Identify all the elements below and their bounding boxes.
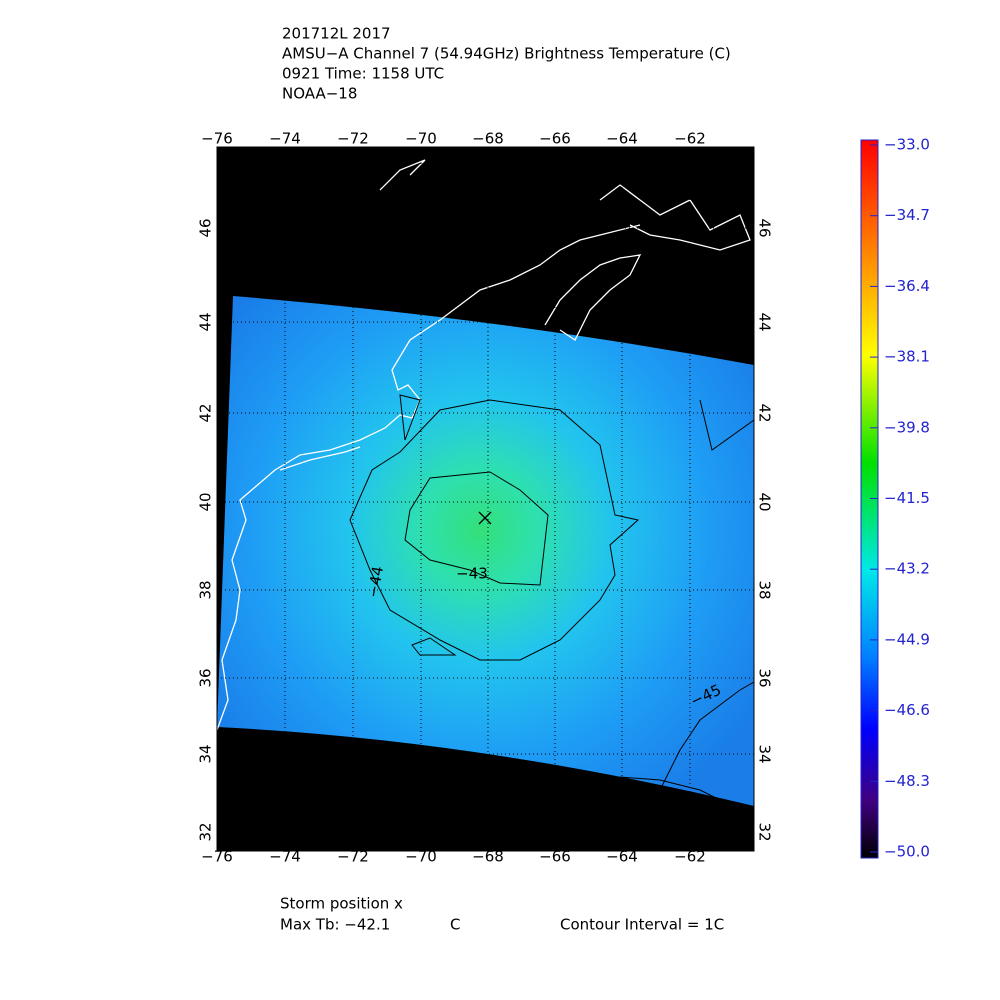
map-axes: −76 −76 −74 −74 −72 −72 −70 −70 −68 −68 −66 −66 −64 −… bbox=[197, 130, 774, 866]
graticule bbox=[217, 147, 754, 851]
colorbar-label: −41.5 bbox=[884, 489, 930, 507]
lon-label: −64 bbox=[606, 130, 638, 148]
header-line: 0921 Time: 1158 UTC bbox=[282, 65, 444, 83]
lat-label: 42 bbox=[197, 403, 215, 422]
lon-label: −74 bbox=[269, 848, 301, 866]
lat-label: 40 bbox=[756, 492, 774, 511]
lat-label: 34 bbox=[756, 744, 774, 763]
lon-label: −62 bbox=[674, 848, 706, 866]
max-tb-unit: C bbox=[450, 916, 460, 934]
lon-label: −72 bbox=[337, 848, 369, 866]
header-line: 201712L 2017 bbox=[282, 25, 391, 43]
header-line: AMSU−A Channel 7 (54.94GHz) Brightness T… bbox=[282, 45, 731, 63]
lat-label: 38 bbox=[197, 580, 215, 599]
lon-label: −76 bbox=[201, 130, 233, 148]
colorbar-label: −44.9 bbox=[884, 630, 930, 648]
max-tb: Max Tb: −42.1 bbox=[280, 916, 390, 934]
lat-label: 36 bbox=[756, 668, 774, 687]
lon-label: −66 bbox=[539, 130, 571, 148]
lon-label: −68 bbox=[472, 130, 504, 148]
lon-label: −66 bbox=[539, 848, 571, 866]
map bbox=[217, 147, 754, 851]
lat-label: 44 bbox=[197, 312, 215, 331]
lat-label: 32 bbox=[197, 822, 215, 841]
lon-label: −70 bbox=[405, 130, 437, 148]
contour-interval: Contour Interval = 1C bbox=[560, 916, 724, 934]
footer: Storm position x Max Tb: −42.1 C Contour… bbox=[280, 895, 724, 934]
lat-label: 42 bbox=[756, 403, 774, 422]
lon-label: −74 bbox=[269, 130, 301, 148]
map-frame bbox=[216, 146, 755, 852]
lon-label: −72 bbox=[337, 130, 369, 148]
contour-label: −44 bbox=[364, 565, 387, 599]
lat-label: 46 bbox=[197, 218, 215, 237]
colorbar-label: −34.7 bbox=[884, 206, 930, 224]
contours bbox=[349, 394, 754, 801]
lat-label: 36 bbox=[197, 668, 215, 687]
colorbar-label: −46.6 bbox=[884, 701, 930, 719]
header: 201712L 2017 AMSU−A Channel 7 (54.94GHz) … bbox=[282, 25, 731, 103]
storm-note: Storm position x bbox=[280, 895, 403, 913]
coastline bbox=[217, 159, 751, 731]
swath bbox=[217, 296, 754, 806]
colorbar: −33.0 −34.7 −36.4 −38.1 −39.8 −41.5 −43.2 −44.9… bbox=[860, 136, 930, 861]
lon-label: −62 bbox=[674, 130, 706, 148]
header-line: NOAA−18 bbox=[282, 85, 357, 103]
lat-label: 46 bbox=[756, 218, 774, 237]
contour-label: −43 bbox=[456, 565, 488, 583]
colorbar-label: −38.1 bbox=[884, 348, 930, 366]
colorbar-label: −36.4 bbox=[884, 277, 930, 295]
lat-label: 38 bbox=[756, 580, 774, 599]
lat-label: 34 bbox=[197, 744, 215, 763]
lat-label: 40 bbox=[197, 492, 215, 511]
storm-marker bbox=[478, 511, 492, 525]
colorbar-label: −43.2 bbox=[884, 560, 930, 578]
lon-label: −70 bbox=[405, 848, 437, 866]
lon-label: −64 bbox=[606, 848, 638, 866]
lat-label: 32 bbox=[756, 822, 774, 841]
lat-label: 44 bbox=[756, 312, 774, 331]
colorbar-label: −50.0 bbox=[884, 843, 930, 861]
lon-label: −76 bbox=[201, 848, 233, 866]
colorbar-label: −33.0 bbox=[884, 136, 930, 154]
lon-label: −68 bbox=[472, 848, 504, 866]
colorbar-label: −39.8 bbox=[884, 418, 930, 436]
colorbar-label: −48.3 bbox=[884, 772, 930, 790]
